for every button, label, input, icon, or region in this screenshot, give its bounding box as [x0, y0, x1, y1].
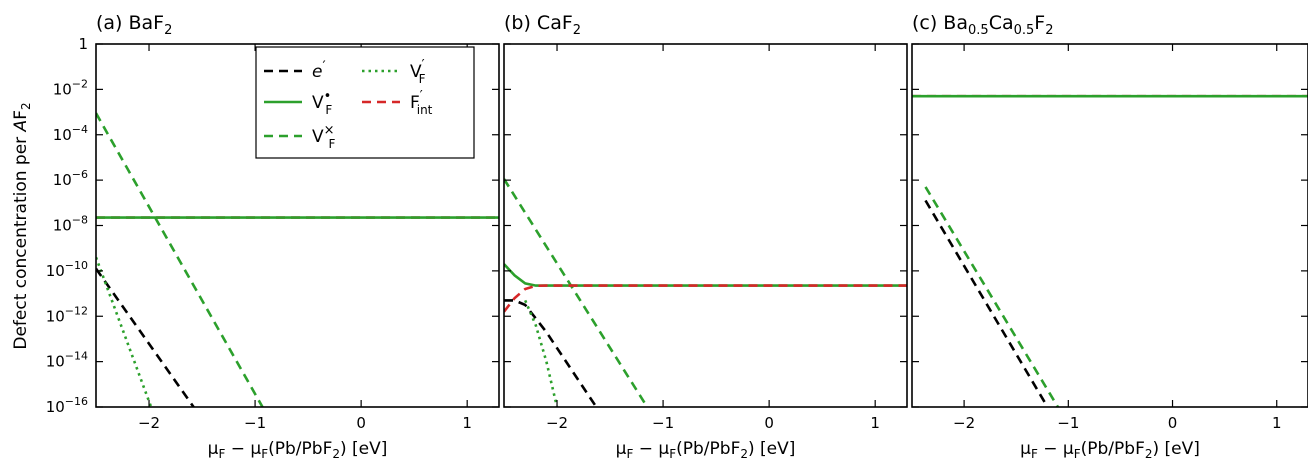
series-VF_x [924, 186, 1060, 407]
x-tick-label: −2 [546, 414, 568, 432]
x-tick-label: −2 [953, 414, 975, 432]
legend-label: V× F [312, 123, 336, 151]
y-tick-label: 10−6 [53, 168, 88, 189]
y-tick-label: 10−2 [53, 77, 88, 98]
panel-1: 1 10−2 10−4 10−6 10−8 10−10 10−12 10−14 10−16 −2 −… [46, 12, 500, 461]
x-tick-label: 0 [1168, 414, 1178, 432]
legend-item-VF_dot: V• F [264, 89, 332, 117]
legend-item-VF_x: V× F [264, 123, 336, 151]
legend-item-Fint: F′ int [362, 89, 433, 117]
legend-label: F′ int [410, 89, 433, 117]
x-tick-label: −1 [244, 414, 266, 432]
panels: 110−210−410−610−810−1010−1210−1410−16−2−… [46, 12, 1308, 461]
x-axis-label: μF − μF(Pb/PbF2) [eV] [1020, 439, 1200, 461]
series-VF_x [504, 178, 649, 407]
y-tick-label: 10−8 [53, 214, 88, 235]
series-VF_x [96, 112, 264, 407]
y-tick-label: 10−16 [46, 395, 88, 416]
y-tick-label: 10−10 [46, 259, 88, 280]
x-tick-label: 1 [462, 414, 472, 432]
y-axis-label: Defect concentration per AF2 [11, 102, 33, 349]
series-group [96, 112, 499, 407]
panel-title: (b) CaF2 [504, 12, 581, 38]
panel-title: (c) Ba0.5Ca0.5F2 [912, 12, 1054, 38]
legend-label: e′ [312, 59, 326, 82]
y-tick-label: 10−4 [53, 123, 88, 144]
x-tick-label: −1 [652, 414, 674, 432]
legend-label: V′ F [410, 58, 426, 86]
x-tick-label: −1 [1057, 414, 1079, 432]
x-tick-label: 1 [1272, 414, 1282, 432]
axes-frame [503, 43, 908, 408]
x-tick-label: 1 [870, 414, 880, 432]
x-tick-label: −2 [138, 414, 160, 432]
series-VF_prime [524, 299, 559, 407]
series-VF_prime [96, 256, 153, 407]
panel-3: −2 −1 0 1 (c) Ba0.5Ca0.5F2 μF − μF(Pb/PbF2) [… [911, 12, 1308, 461]
y-tick-label: 1 [78, 35, 88, 53]
y-tick-label: 10−14 [46, 350, 88, 371]
series-group [912, 94, 1308, 407]
y-tick-label: 10−12 [46, 304, 88, 325]
panel-2: −2 −1 0 1 (b) CaF2 μF − μF(Pb/PbF2) [eV] [503, 12, 908, 461]
series-e [924, 199, 1049, 407]
x-tick-label: 0 [356, 414, 366, 432]
series-e [504, 299, 598, 407]
x-axis-label: μF − μF(Pb/PbF2) [eV] [208, 439, 388, 461]
legend-label: V• F [312, 89, 332, 117]
series-Fint [504, 284, 907, 313]
panel-title: (a) BaF2 [96, 12, 172, 38]
x-tick-label: 0 [764, 414, 774, 432]
legend-item-e: e′ [264, 59, 326, 82]
series-e [96, 267, 195, 407]
x-axis-label: μF − μF(Pb/PbF2) [eV] [616, 439, 796, 461]
legend: e′ V• F V× F V′ F F′ int [255, 46, 475, 159]
series-group [504, 178, 907, 407]
axes-frame [911, 43, 1308, 408]
legend-item-VF_prime: V′ F [362, 58, 426, 86]
